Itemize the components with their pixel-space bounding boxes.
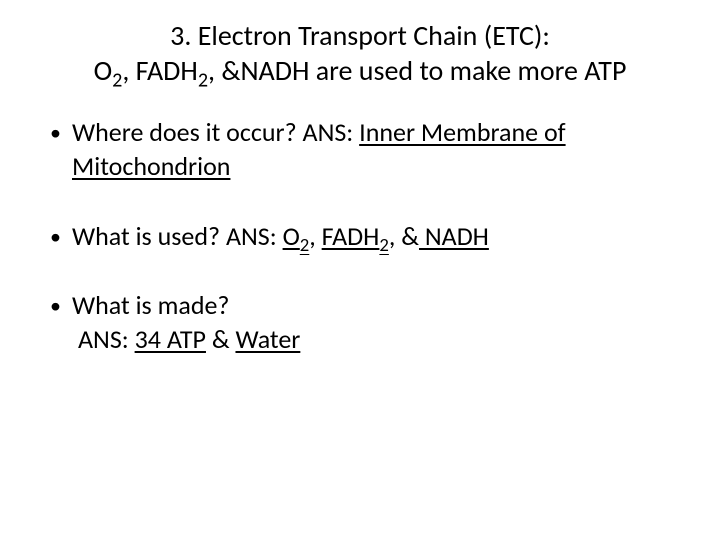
bullet-1-answer-b: Mitochondrion (72, 150, 230, 182)
bullet-2: • What is used? ANS: O2, FADH2, & NADH (50, 220, 688, 254)
bullet-3-answer-line: ANS: 34 ATP & Water (78, 323, 688, 357)
bullet-2-body: What is used? ANS: O2, FADH2, & NADH (72, 220, 688, 254)
title-fadh-prefix: , FADH (122, 53, 197, 88)
bullet-2-question: What is used? ANS: (72, 220, 283, 252)
bullet-2-o-sub: 2 (300, 234, 309, 257)
title-o2-sub: 2 (112, 69, 122, 93)
bullet-1: • Where does it occur? ANS: Inner Membra… (50, 116, 688, 184)
slide-title: 3. Electron Transport Chain (ETC): O2, F… (56, 18, 664, 88)
bullet-3-water: Water (235, 323, 300, 355)
bullet-1-question: Where does it occur? ANS: (72, 116, 359, 148)
bullet-2-fadh: FADH (322, 220, 380, 252)
bullet-3-atp: 34 ATP (135, 323, 206, 355)
bullet-1-answer-a: Inner Membrane of (359, 116, 565, 148)
bullet-2-comma2: , & (389, 220, 419, 252)
bullet-3: • What is made? ANS: 34 ATP & Water (50, 289, 688, 357)
title-fadh-sub: 2 (198, 69, 208, 93)
bullet-2-nadh: NADH (419, 220, 489, 252)
bullet-3-body: What is made? ANS: 34 ATP & Water (72, 289, 688, 357)
bullet-3-question: What is made? (72, 289, 229, 321)
bullet-dot-icon: • (50, 220, 72, 253)
slide: { "title": { "line1_prefix": "3. Electro… (0, 0, 720, 540)
bullet-3-amp: & (206, 323, 236, 355)
bullet-dot-icon: • (50, 289, 72, 322)
bullet-2-o: O (283, 220, 300, 252)
bullet-2-fadh-sub: 2 (379, 234, 388, 257)
title-line1: 3. Electron Transport Chain (ETC): (170, 18, 550, 53)
bullet-3-ans-prefix: ANS: (78, 323, 135, 355)
bullet-2-comma1: , (309, 220, 321, 252)
bullet-1-body: Where does it occur? ANS: Inner Membrane… (72, 116, 688, 184)
title-o2-o: O (94, 53, 113, 88)
title-rest: , &NADH are used to make more ATP (208, 53, 626, 88)
bullet-list: • Where does it occur? ANS: Inner Membra… (50, 116, 688, 357)
bullet-dot-icon: • (50, 116, 72, 149)
